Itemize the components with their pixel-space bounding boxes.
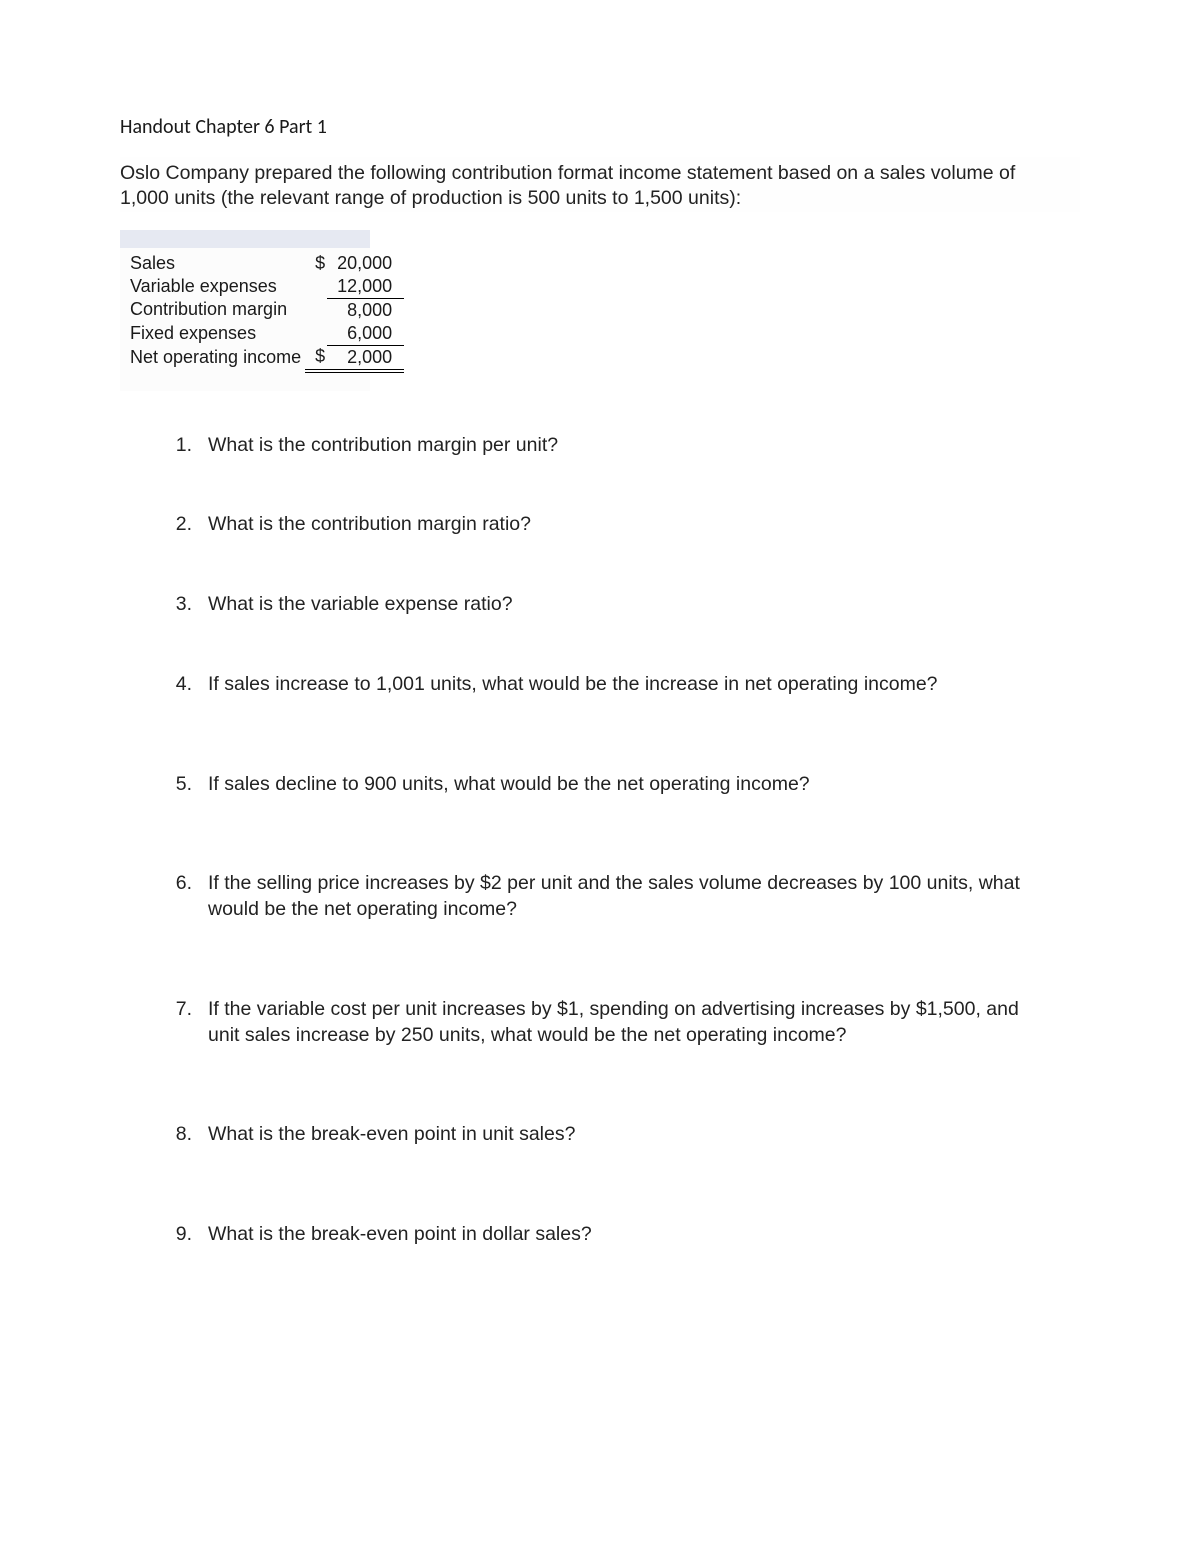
row-amount: 2,000 <box>327 345 404 371</box>
question-number: 9. <box>174 1222 208 1248</box>
table-row: Sales $ 20,000 <box>120 252 404 275</box>
row-currency <box>305 322 327 346</box>
row-amount: 8,000 <box>327 298 404 322</box>
question-item: 9. What is the break-even point in dolla… <box>174 1222 1080 1248</box>
page-title: Handout Chapter 6 Part 1 <box>120 115 1080 139</box>
intro-text: Oslo Company prepared the following cont… <box>120 161 1080 212</box>
question-number: 1. <box>174 433 208 459</box>
question-number: 7. <box>174 997 208 1048</box>
question-text: If sales increase to 1,001 units, what w… <box>208 672 1080 698</box>
row-amount: 6,000 <box>327 322 404 346</box>
table-row: Net operating income $ 2,000 <box>120 345 404 371</box>
row-currency <box>305 298 327 322</box>
intro-block: Oslo Company prepared the following cont… <box>120 157 1080 212</box>
row-label: Variable expenses <box>120 275 305 299</box>
questions-list: 1. What is the contribution margin per u… <box>120 433 1080 1248</box>
question-item: 6. If the selling price increases by $2 … <box>174 871 1080 922</box>
question-number: 2. <box>174 512 208 538</box>
question-text: What is the break-even point in dollar s… <box>208 1222 1080 1248</box>
row-label: Fixed expenses <box>120 322 305 346</box>
question-text: What is the variable expense ratio? <box>208 592 1080 618</box>
question-text: If sales decline to 900 units, what woul… <box>208 772 1080 798</box>
row-currency <box>305 275 327 299</box>
question-text: What is the break-even point in unit sal… <box>208 1122 1080 1148</box>
question-text: What is the contribution margin ratio? <box>208 512 1080 538</box>
row-amount: 12,000 <box>327 275 404 299</box>
question-text: If the selling price increases by $2 per… <box>208 871 1080 922</box>
question-item: 5. If sales decline to 900 units, what w… <box>174 772 1080 798</box>
question-number: 8. <box>174 1122 208 1148</box>
question-item: 7. If the variable cost per unit increas… <box>174 997 1080 1048</box>
table-row: Fixed expenses 6,000 <box>120 322 404 346</box>
question-text: If the variable cost per unit increases … <box>208 997 1080 1048</box>
question-item: 1. What is the contribution margin per u… <box>174 433 1080 459</box>
table-row: Variable expenses 12,000 <box>120 275 404 299</box>
row-currency: $ <box>305 252 327 275</box>
question-number: 5. <box>174 772 208 798</box>
table-header-bar <box>120 230 370 248</box>
question-text: What is the contribution margin per unit… <box>208 433 1080 459</box>
row-label: Contribution margin <box>120 298 305 322</box>
row-label: Sales <box>120 252 305 275</box>
row-currency: $ <box>305 345 327 371</box>
question-item: 8. What is the break-even point in unit … <box>174 1122 1080 1148</box>
question-number: 3. <box>174 592 208 618</box>
income-statement-table: Sales $ 20,000 Variable expenses 12,000 … <box>120 230 370 391</box>
table-row: Contribution margin 8,000 <box>120 298 404 322</box>
row-amount: 20,000 <box>327 252 404 275</box>
statement-table: Sales $ 20,000 Variable expenses 12,000 … <box>120 252 404 373</box>
row-label: Net operating income <box>120 345 305 371</box>
question-number: 4. <box>174 672 208 698</box>
page: Handout Chapter 6 Part 1 Oslo Company pr… <box>0 0 1200 1248</box>
question-item: 2. What is the contribution margin ratio… <box>174 512 1080 538</box>
question-item: 3. What is the variable expense ratio? <box>174 592 1080 618</box>
question-number: 6. <box>174 871 208 922</box>
question-item: 4. If sales increase to 1,001 units, wha… <box>174 672 1080 698</box>
